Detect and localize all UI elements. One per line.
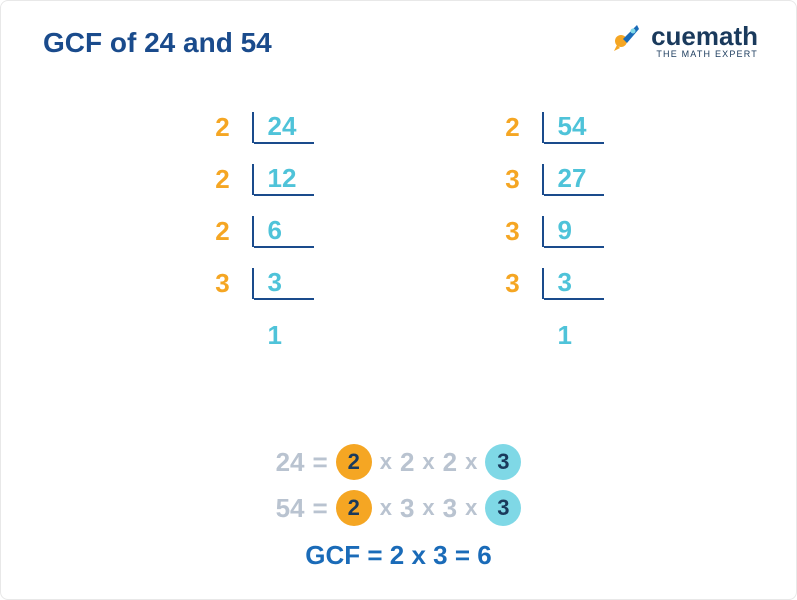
quotient-cell: 3 — [254, 267, 314, 300]
factor-table-54: 254 327 39 33 1 — [484, 101, 604, 361]
common-factor-circle: 3 — [485, 490, 521, 526]
prime-cell: 3 — [484, 268, 544, 299]
prime-cell: 2 — [194, 164, 254, 195]
factor: 2 — [443, 447, 457, 478]
equals-sign: = — [313, 493, 328, 524]
table-row: 39 — [484, 205, 604, 257]
equals-sign: = — [367, 540, 389, 570]
brand-name: cuemath — [651, 21, 758, 52]
times-sign: x — [380, 449, 392, 475]
quotient-cell: 6 — [254, 215, 314, 248]
times-sign: x — [380, 495, 392, 521]
common-factor-circle: 3 — [485, 444, 521, 480]
gcf-result: GCF = 2 x 3 = 6 — [305, 540, 492, 571]
gcf-label: GCF — [305, 540, 360, 570]
brand-tagline: THE MATH EXPERT — [656, 49, 758, 59]
table-row: 254 — [484, 101, 604, 153]
quotient-cell: 27 — [544, 163, 604, 196]
prime-cell: 3 — [484, 164, 544, 195]
quotient-cell: 54 — [544, 111, 604, 144]
equation-54: 54 = 2 x 3 x 3 x 3 — [276, 490, 522, 526]
brand-logo: cuemath — [609, 19, 758, 53]
table-row: 212 — [194, 153, 314, 205]
quotient-cell: 12 — [254, 163, 314, 196]
quotient-cell: 1 — [254, 320, 314, 351]
table-row: 33 — [484, 257, 604, 309]
factor-table-24: 224 212 26 33 1 — [194, 101, 314, 361]
table-row: 224 — [194, 101, 314, 153]
quotient-cell: 3 — [544, 267, 604, 300]
gcf-expression: 2 x 3 — [390, 540, 448, 570]
table-row: 1 — [194, 309, 314, 361]
times-sign: x — [422, 449, 434, 475]
quotient-cell: 24 — [254, 111, 314, 144]
prime-cell: 2 — [194, 112, 254, 143]
page-title: GCF of 24 and 54 — [43, 27, 272, 59]
factor: 2 — [400, 447, 414, 478]
prime-cell: 3 — [484, 216, 544, 247]
times-sign: x — [465, 449, 477, 475]
equations-block: 24 = 2 x 2 x 2 x 3 54 = 2 x 3 x 3 x 3 GC… — [1, 444, 796, 571]
eq-number: 54 — [276, 493, 305, 524]
factor-tables: 224 212 26 33 1 254 327 39 33 1 — [1, 101, 796, 361]
equals-sign: = — [455, 540, 477, 570]
table-row: 33 — [194, 257, 314, 309]
common-factor-circle: 2 — [336, 490, 372, 526]
rocket-icon — [609, 19, 643, 53]
table-row: 26 — [194, 205, 314, 257]
factor: 3 — [400, 493, 414, 524]
table-row: 1 — [484, 309, 604, 361]
prime-cell: 2 — [194, 216, 254, 247]
table-row: 327 — [484, 153, 604, 205]
equals-sign: = — [313, 447, 328, 478]
times-sign: x — [465, 495, 477, 521]
times-sign: x — [422, 495, 434, 521]
quotient-cell: 1 — [544, 320, 604, 351]
prime-cell: 3 — [194, 268, 254, 299]
eq-number: 24 — [276, 447, 305, 478]
quotient-cell: 9 — [544, 215, 604, 248]
common-factor-circle: 2 — [336, 444, 372, 480]
gcf-value: 6 — [477, 540, 491, 570]
prime-cell: 2 — [484, 112, 544, 143]
factor: 3 — [443, 493, 457, 524]
equation-24: 24 = 2 x 2 x 2 x 3 — [276, 444, 522, 480]
